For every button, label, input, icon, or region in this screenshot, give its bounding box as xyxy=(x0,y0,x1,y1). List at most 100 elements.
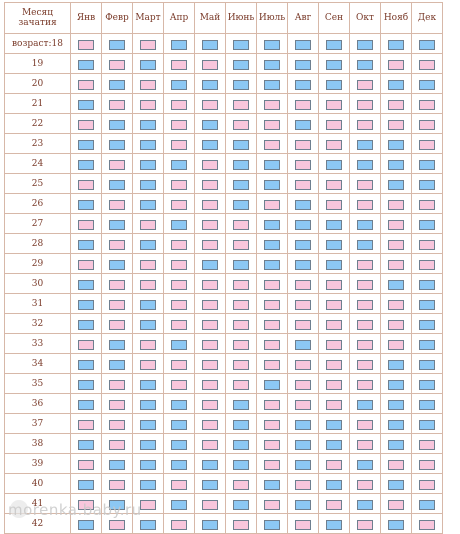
boy-marker xyxy=(419,159,435,170)
gender-cell xyxy=(225,433,257,454)
gender-cell xyxy=(70,353,102,374)
month-header: Янв xyxy=(70,2,102,34)
age-label: 28 xyxy=(4,233,71,254)
gender-cell xyxy=(70,293,102,314)
girl-marker xyxy=(233,319,249,330)
girl-marker xyxy=(326,379,342,390)
gender-cell xyxy=(101,93,133,114)
boy-marker xyxy=(295,259,311,270)
gender-cell xyxy=(287,393,319,414)
gender-cell xyxy=(225,293,257,314)
boy-marker xyxy=(295,79,311,90)
table-row: 23 xyxy=(4,133,443,154)
gender-cell xyxy=(225,93,257,114)
gender-cell xyxy=(163,413,195,434)
gender-cell xyxy=(256,233,288,254)
gender-cell xyxy=(163,253,195,274)
gender-cell xyxy=(163,293,195,314)
boy-marker xyxy=(202,259,218,270)
boy-marker xyxy=(419,359,435,370)
gender-cell xyxy=(163,133,195,154)
gender-cell xyxy=(349,53,381,74)
boy-marker xyxy=(419,339,435,350)
gender-cell xyxy=(411,93,443,114)
girl-marker xyxy=(78,459,94,470)
boy-marker xyxy=(326,259,342,270)
gender-cell xyxy=(256,133,288,154)
gender-cell xyxy=(194,433,226,454)
gender-cell xyxy=(132,193,164,214)
boy-marker xyxy=(202,79,218,90)
gender-cell xyxy=(349,373,381,394)
girl-marker xyxy=(264,419,280,430)
boy-marker xyxy=(388,439,404,450)
boy-marker xyxy=(140,139,156,150)
boy-marker xyxy=(233,499,249,510)
gender-cell xyxy=(163,153,195,174)
boy-marker xyxy=(326,479,342,490)
gender-cell xyxy=(70,173,102,194)
gender-cell xyxy=(411,313,443,334)
table-body: возраст:18 19 20 21 22 23 24 25 26 27 28 29 30 31 32 33… xyxy=(4,33,443,534)
girl-marker xyxy=(202,399,218,410)
girl-marker xyxy=(357,319,373,330)
girl-marker xyxy=(419,459,435,470)
girl-marker xyxy=(109,479,125,490)
month-header: Сен xyxy=(318,2,350,34)
gender-cell xyxy=(163,393,195,414)
gender-cell xyxy=(349,273,381,294)
boy-marker xyxy=(109,219,125,230)
girl-marker xyxy=(109,299,125,310)
gender-cell xyxy=(318,253,350,274)
gender-cell xyxy=(411,393,443,414)
boy-marker xyxy=(419,499,435,510)
girl-marker xyxy=(326,119,342,130)
gender-cell xyxy=(163,93,195,114)
gender-cell xyxy=(70,393,102,414)
gender-cell xyxy=(287,33,319,54)
girl-marker xyxy=(171,279,187,290)
gender-cell xyxy=(287,453,319,474)
gender-cell xyxy=(225,33,257,54)
gender-cell xyxy=(256,153,288,174)
gender-cell xyxy=(194,493,226,514)
gender-cell xyxy=(225,133,257,154)
girl-marker xyxy=(357,359,373,370)
girl-marker xyxy=(171,359,187,370)
boy-marker xyxy=(233,59,249,70)
gender-cell xyxy=(101,393,133,414)
girl-marker xyxy=(419,519,435,530)
gender-cell xyxy=(349,513,381,534)
gender-cell xyxy=(287,233,319,254)
gender-cell xyxy=(287,213,319,234)
gender-cell xyxy=(256,333,288,354)
girl-marker xyxy=(171,299,187,310)
girl-marker xyxy=(202,439,218,450)
gender-cell xyxy=(256,413,288,434)
gender-cell xyxy=(101,353,133,374)
girl-marker xyxy=(388,319,404,330)
girl-marker xyxy=(264,299,280,310)
gender-cell xyxy=(287,473,319,494)
month-header: Март xyxy=(132,2,164,34)
boy-marker xyxy=(295,239,311,250)
gender-cell xyxy=(411,453,443,474)
boy-marker xyxy=(357,39,373,50)
gender-cell xyxy=(194,113,226,134)
boy-marker xyxy=(295,59,311,70)
gender-cell xyxy=(380,153,412,174)
boy-marker xyxy=(264,159,280,170)
girl-marker xyxy=(109,99,125,110)
boy-marker xyxy=(388,399,404,410)
gender-cell xyxy=(411,133,443,154)
gender-cell xyxy=(287,413,319,434)
boy-marker xyxy=(357,59,373,70)
gender-cell xyxy=(411,273,443,294)
gender-cell xyxy=(256,93,288,114)
table-row: 40 xyxy=(4,473,443,494)
gender-cell xyxy=(163,53,195,74)
girl-marker xyxy=(419,99,435,110)
gender-cell xyxy=(318,273,350,294)
boy-marker xyxy=(171,439,187,450)
boy-marker xyxy=(326,59,342,70)
